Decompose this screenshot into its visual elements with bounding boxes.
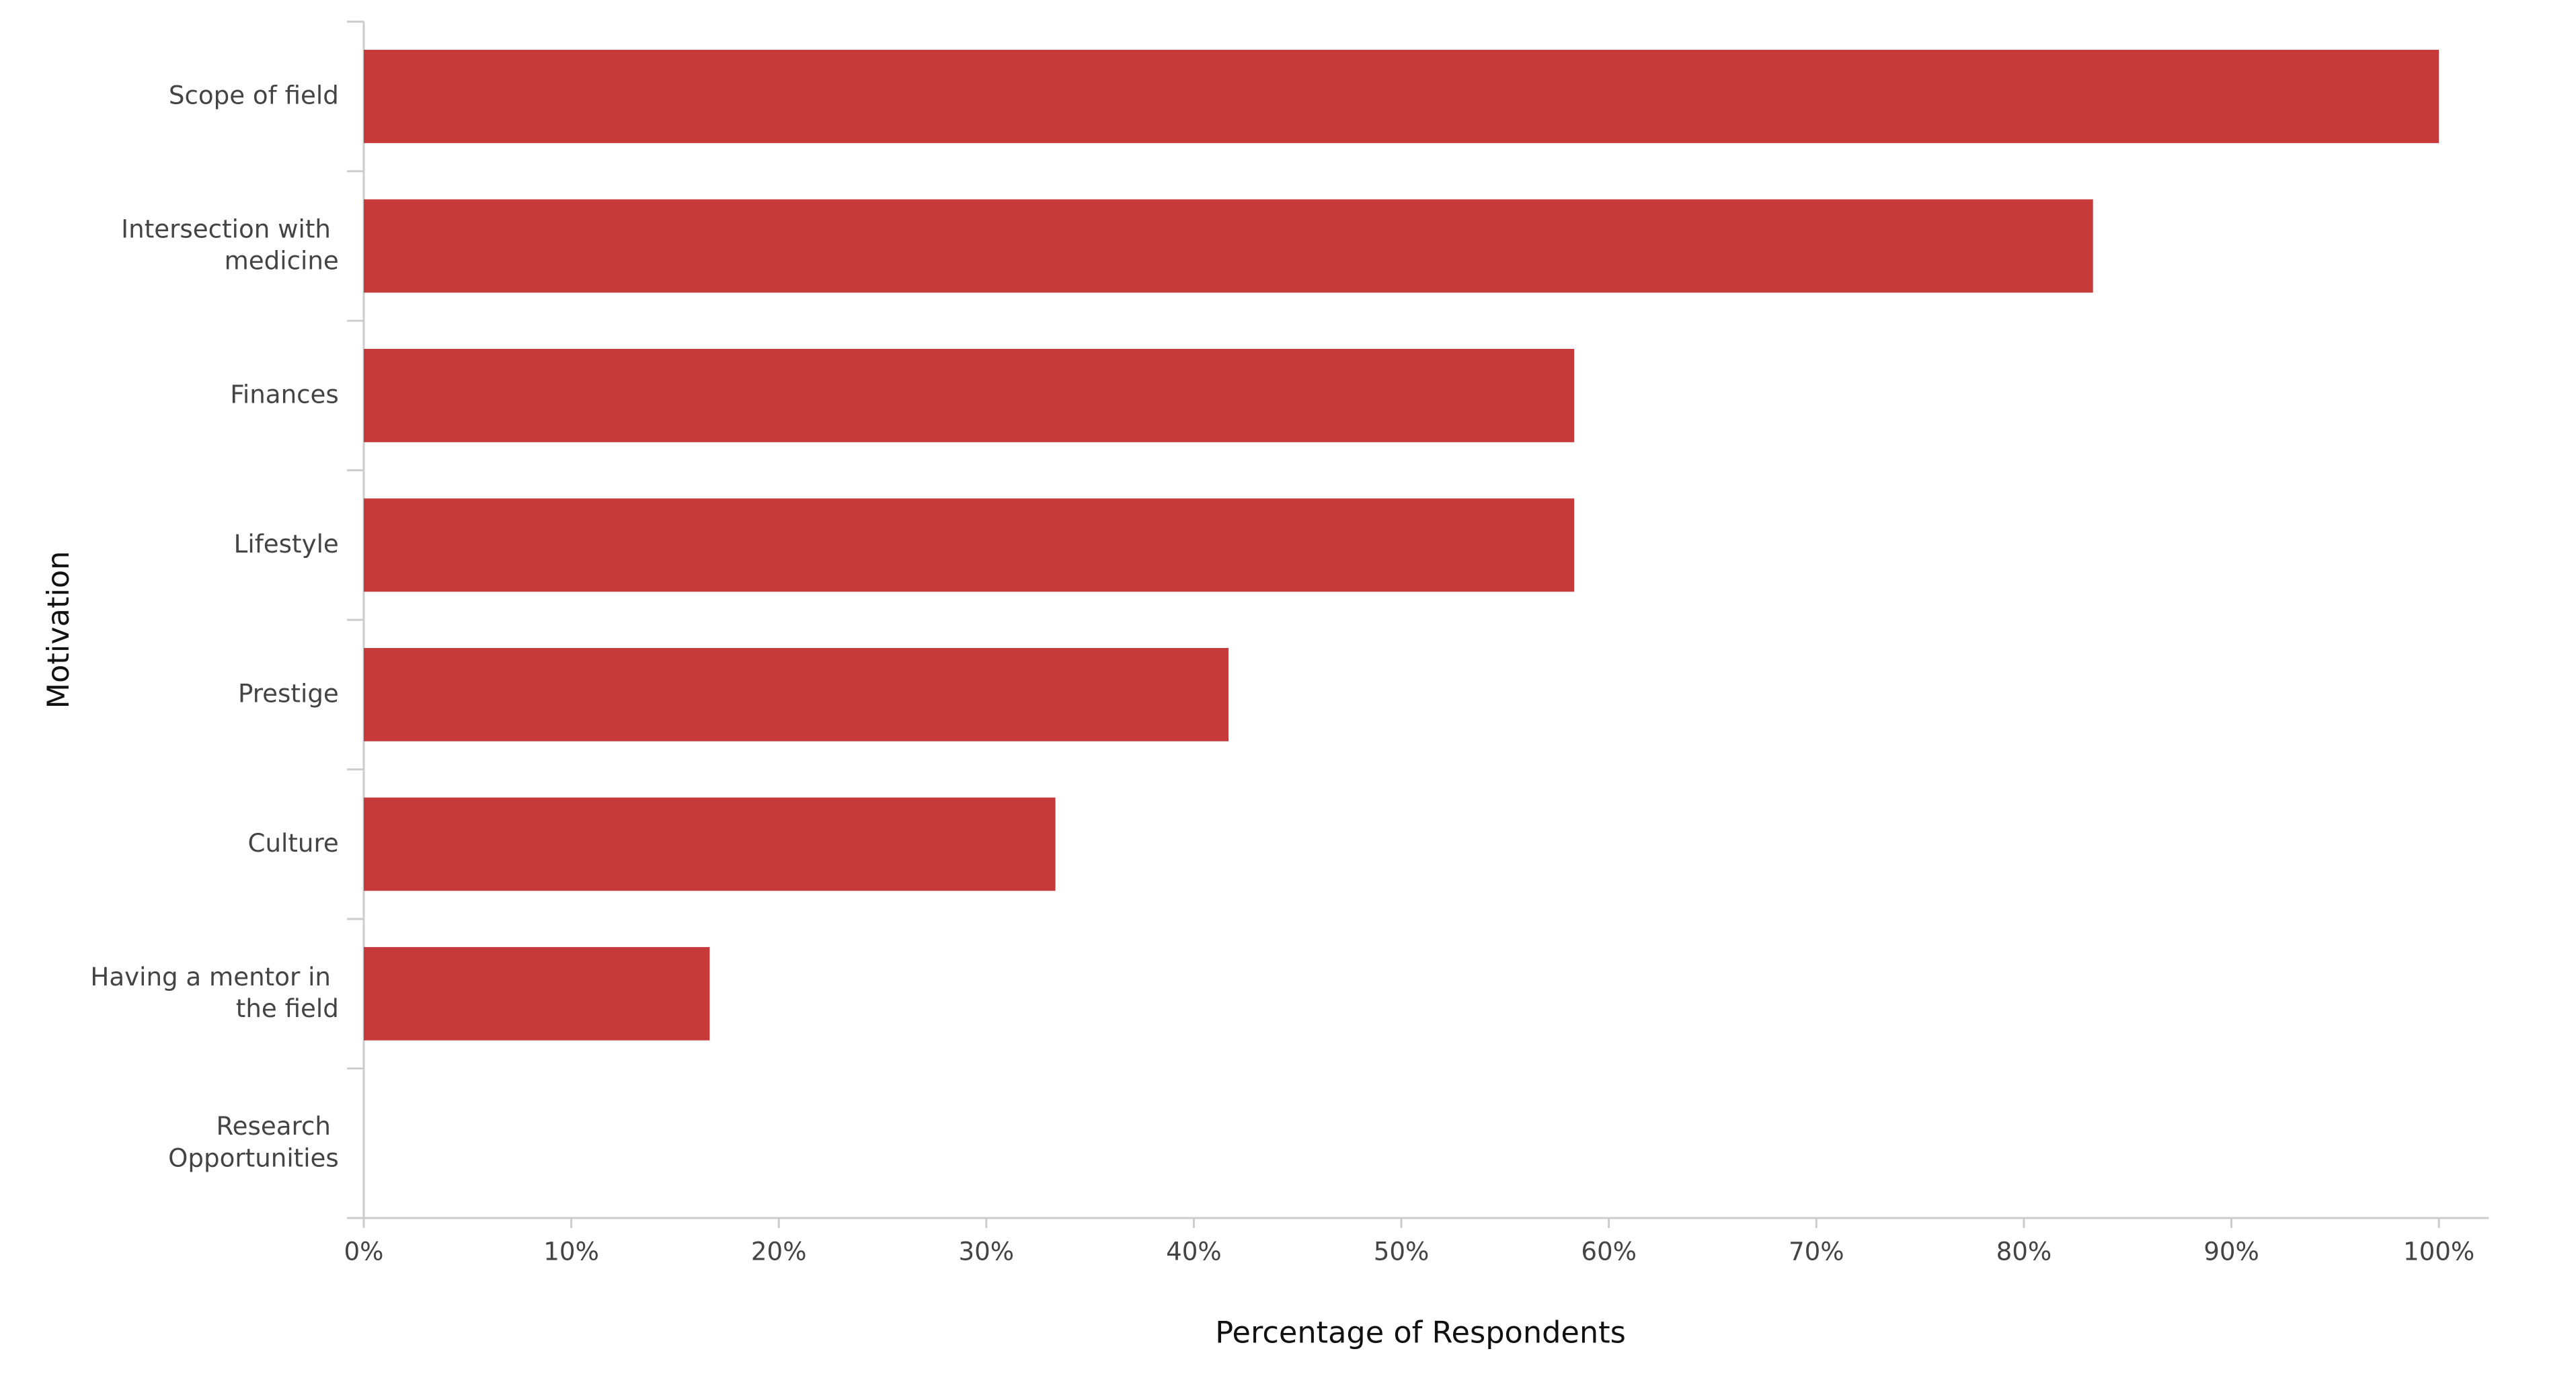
x-tick-label: 100% — [2403, 1237, 2474, 1266]
y-tick-label: Having a mentor in the field — [90, 961, 338, 1022]
x-tick-label: 90% — [2203, 1237, 2259, 1266]
bar — [363, 647, 1228, 741]
x-tick-label: 60% — [1581, 1237, 1637, 1266]
bar — [363, 498, 1575, 592]
y-tick-label: Finances — [230, 379, 339, 409]
x-tick-label: 0% — [344, 1237, 383, 1266]
bar — [363, 199, 2093, 293]
x-tick-label: 30% — [959, 1237, 1015, 1266]
y-tick-label: Culture — [247, 827, 338, 857]
x-tick-label: 50% — [1374, 1237, 1430, 1266]
y-tick-label: Scope of field — [169, 80, 339, 110]
x-tick-label: 70% — [1789, 1237, 1844, 1266]
bar — [363, 50, 2440, 143]
x-tick-label: 20% — [751, 1237, 807, 1266]
x-axis-title: Percentage of Respondents — [1215, 1315, 1626, 1350]
bar — [363, 797, 1056, 891]
x-tick-label: 80% — [1996, 1237, 2052, 1266]
x-tick-label: 40% — [1166, 1237, 1222, 1266]
x-tick-label: 10% — [543, 1237, 599, 1266]
y-tick-label: Prestige — [238, 678, 339, 708]
y-tick-label: Lifestyle — [234, 528, 339, 558]
y-tick-label: Research Opportunities — [168, 1111, 339, 1172]
y-tick-label: Intersection with medicine — [121, 214, 339, 275]
bar — [363, 349, 1575, 442]
y-axis-title: Motivation — [41, 551, 76, 709]
bar — [363, 946, 710, 1041]
